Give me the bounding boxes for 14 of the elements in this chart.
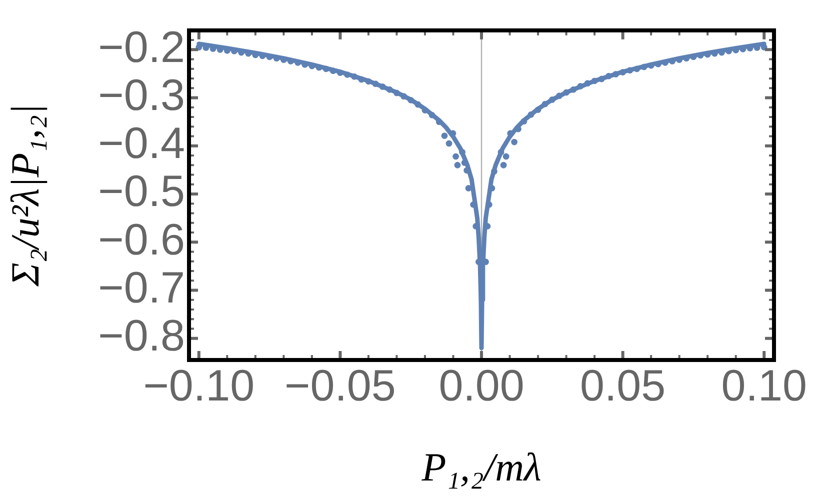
x-tick-label: −0.10 [143, 362, 255, 411]
y-tick-label: −0.2 [98, 22, 185, 72]
x-tick-label: 0.00 [438, 362, 524, 411]
y-tick-label: −0.7 [98, 263, 185, 312]
x-tick-label: 0.10 [721, 362, 807, 411]
x-axis-title: P₁,₂/mλ [420, 444, 542, 490]
y-tick-label: −0.4 [98, 119, 185, 168]
x-tick-label: 0.05 [580, 362, 666, 411]
x-tick-label: −0.05 [284, 362, 396, 411]
y-tick-label: −0.6 [98, 215, 185, 264]
y-tick-label: −0.5 [98, 167, 185, 216]
y-tick-label: −0.3 [98, 70, 185, 120]
y-tick-label: −0.8 [98, 311, 185, 360]
y-axis-title: Σ₂/u²λ|P₁,₂| [2, 104, 48, 288]
